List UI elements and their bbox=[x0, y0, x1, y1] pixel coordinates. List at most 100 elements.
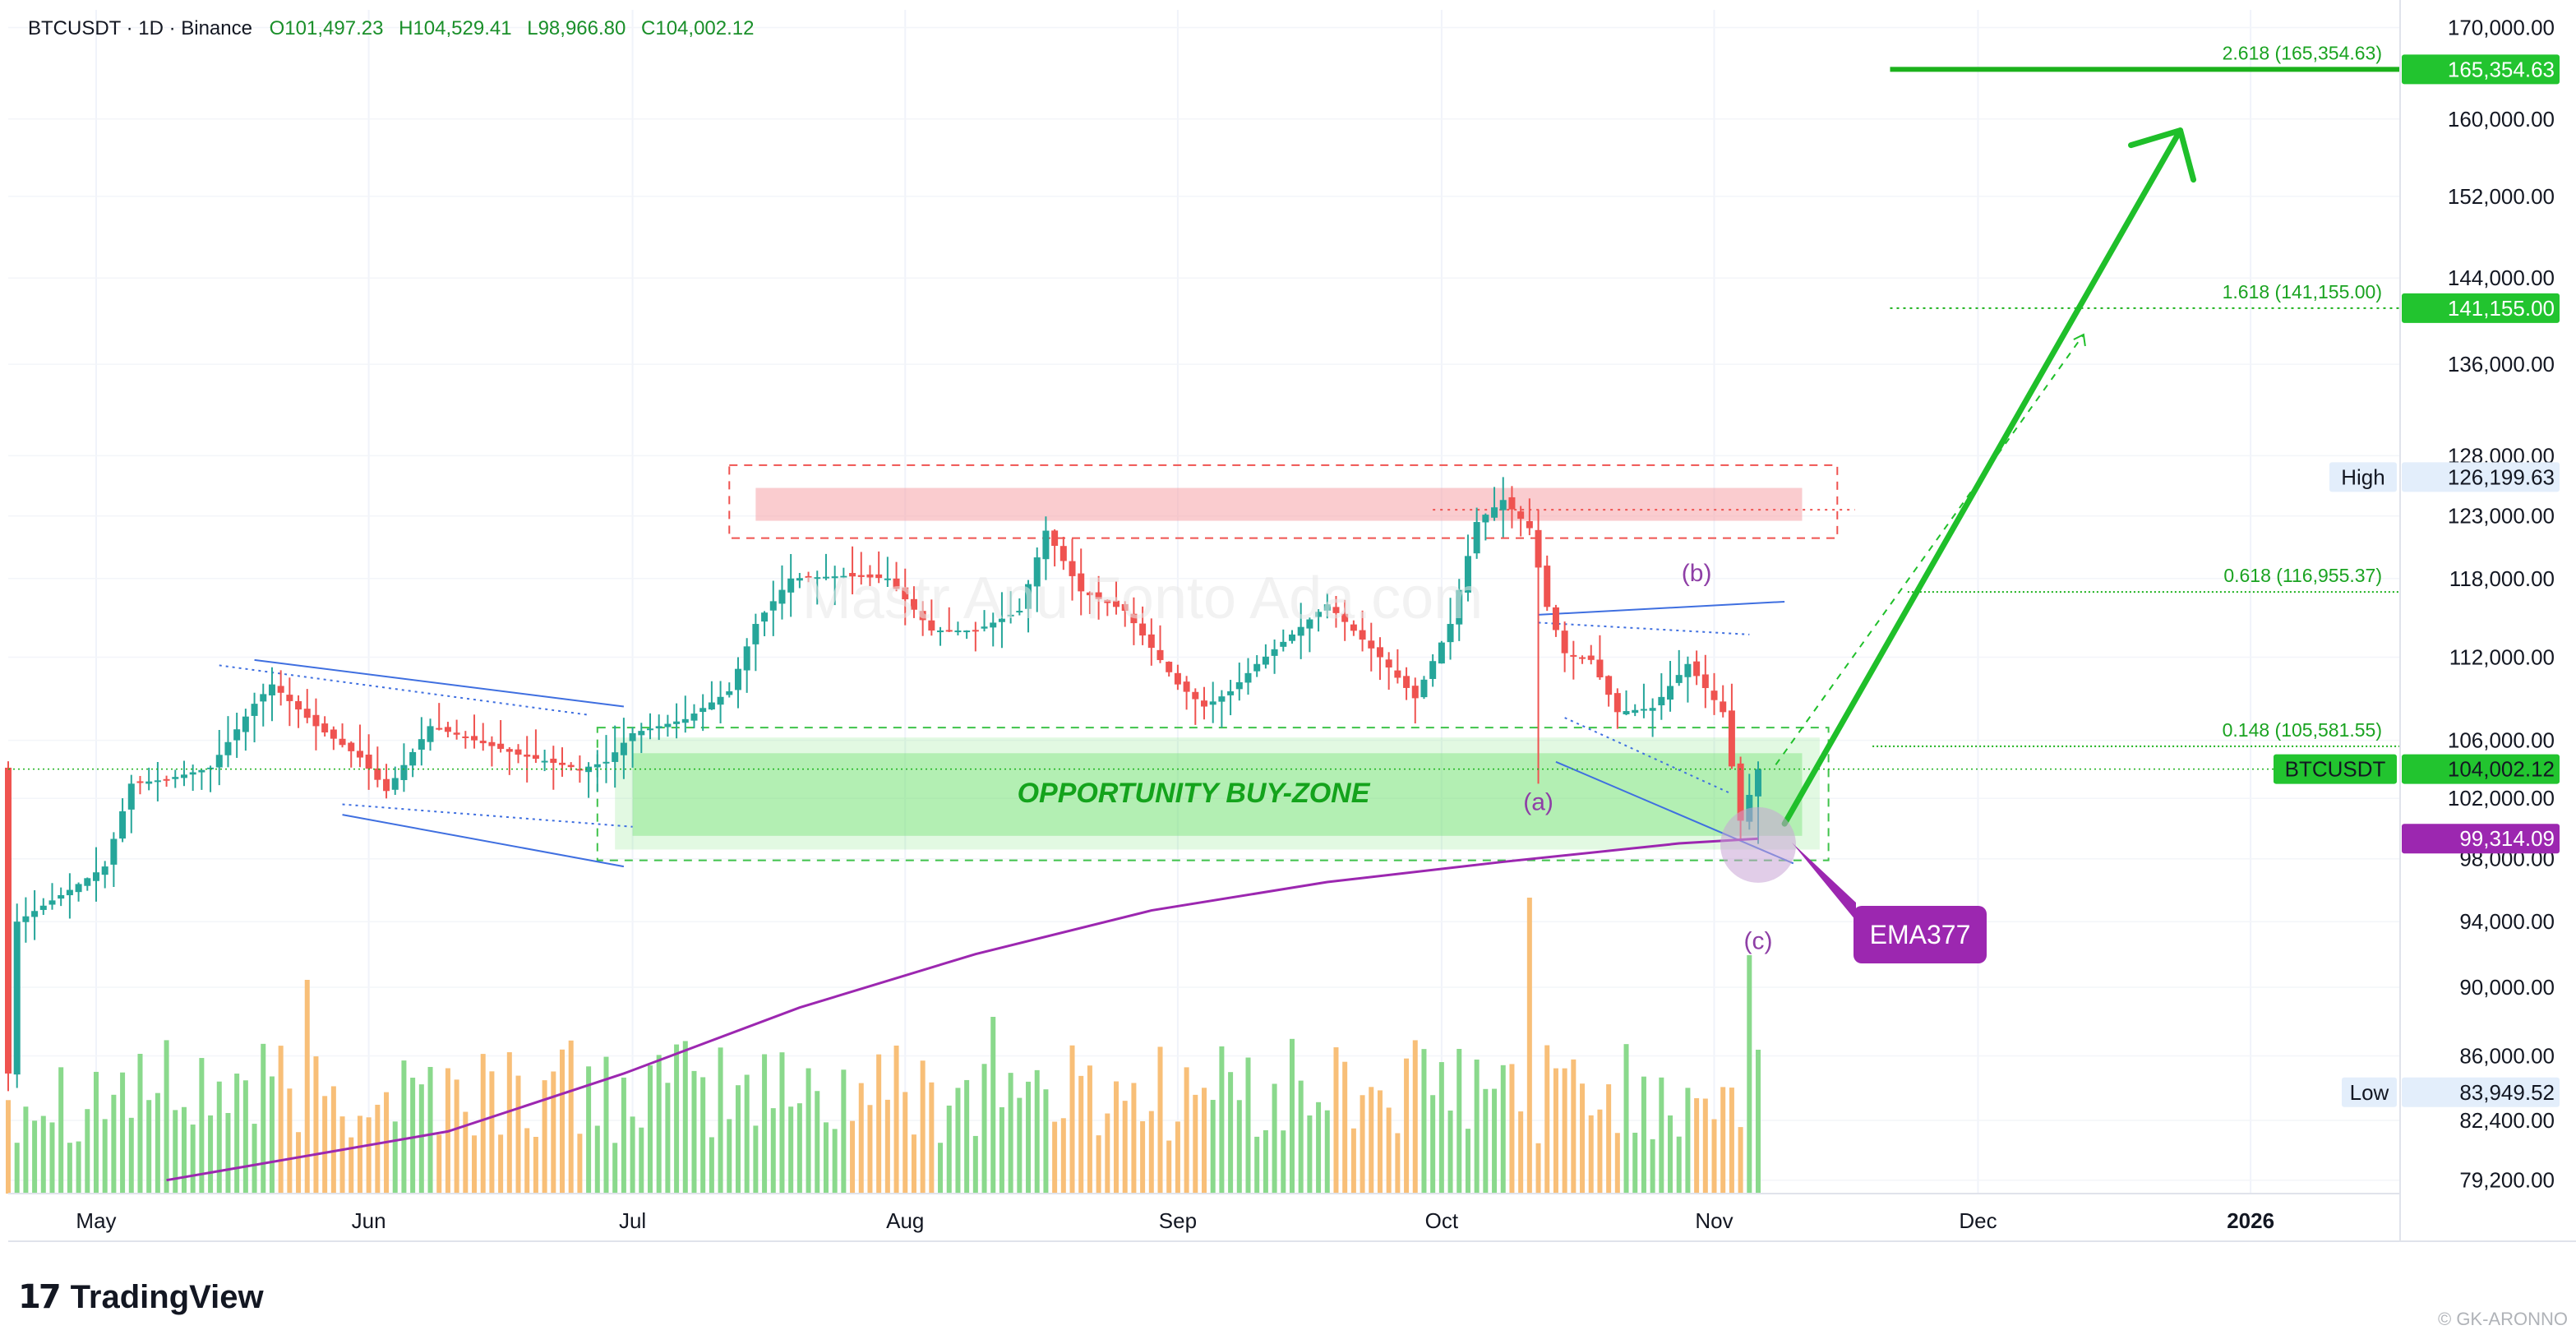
volume-bar bbox=[893, 1045, 899, 1194]
high-badge-label-bg bbox=[2329, 462, 2397, 492]
volume-bar bbox=[1483, 1088, 1489, 1194]
price-tick-label: 170,000.00 bbox=[2448, 15, 2555, 39]
volume-bar bbox=[120, 1072, 126, 1194]
volume-bar bbox=[1623, 1044, 1629, 1194]
chart-pane[interactable] bbox=[8, 10, 2400, 1194]
candle-body bbox=[593, 764, 601, 768]
price-tick-label: 106,000.00 bbox=[2448, 728, 2555, 753]
candle-body bbox=[1526, 520, 1533, 529]
volume-bar bbox=[1114, 1081, 1119, 1194]
volume-bar bbox=[1096, 1135, 1101, 1194]
candle-body bbox=[242, 716, 249, 732]
candle-body bbox=[1139, 623, 1147, 636]
volume-bar bbox=[630, 1116, 635, 1194]
volume-bar bbox=[603, 1056, 609, 1194]
high-badge-text: 126,199.63 bbox=[2448, 464, 2555, 489]
volume-bar bbox=[322, 1096, 328, 1194]
fib-label: 2.618 (165,354.63) bbox=[2223, 42, 2382, 63]
tradingview-logo[interactable]: 17 TradingView bbox=[18, 1272, 264, 1322]
volume-bar bbox=[946, 1105, 952, 1194]
volume-bar bbox=[349, 1137, 354, 1194]
volume-bar bbox=[823, 1122, 829, 1194]
candle-body bbox=[1623, 711, 1630, 714]
volume-bar bbox=[1562, 1068, 1567, 1194]
candle-body bbox=[39, 905, 47, 910]
candle-body bbox=[708, 702, 715, 710]
candle-body bbox=[849, 573, 856, 577]
volume-bar bbox=[515, 1075, 521, 1194]
candle-body bbox=[902, 587, 909, 600]
candle-body bbox=[436, 727, 443, 730]
candlesticks bbox=[5, 477, 1762, 1092]
volume-bar bbox=[1307, 1115, 1313, 1194]
buy-zone-outer-fill bbox=[615, 737, 1820, 850]
volume-bar bbox=[58, 1067, 64, 1194]
candle-body bbox=[251, 704, 258, 716]
price-tick-label: 144,000.00 bbox=[2448, 266, 2555, 290]
candle-body bbox=[312, 714, 320, 727]
volume-bar bbox=[841, 1069, 847, 1194]
volume-bar bbox=[1404, 1058, 1410, 1194]
price-tick-label: 152,000.00 bbox=[2448, 184, 2555, 209]
candle-body bbox=[215, 755, 223, 768]
candle-body bbox=[1209, 701, 1216, 705]
candle-body bbox=[1438, 642, 1445, 664]
candle-body bbox=[1570, 654, 1577, 657]
candle-body bbox=[1429, 661, 1437, 679]
time-axis[interactable]: May Jun Jul Aug Sep Oct Nov Dec 2026 bbox=[76, 1208, 2274, 1233]
volume-bar bbox=[1597, 1109, 1603, 1194]
volume-bar bbox=[32, 1120, 38, 1194]
volume-bar bbox=[744, 1074, 750, 1194]
candle-body bbox=[1016, 611, 1023, 613]
volume-bar bbox=[1069, 1045, 1075, 1194]
candle-body bbox=[1297, 626, 1304, 636]
symbol-label[interactable]: BTCUSDT · 1D · Binance bbox=[28, 17, 252, 39]
volume-bar bbox=[1447, 1111, 1453, 1194]
candle-body bbox=[479, 741, 487, 744]
candle-body bbox=[444, 727, 451, 732]
volume-bar bbox=[524, 1128, 530, 1194]
volume-bar bbox=[1588, 1115, 1594, 1194]
volume-bar bbox=[296, 1132, 302, 1194]
volume-bar bbox=[506, 1052, 512, 1194]
volume-bar bbox=[1193, 1094, 1198, 1194]
candle-body bbox=[602, 761, 610, 764]
volume-bar bbox=[427, 1066, 433, 1194]
candle-body bbox=[198, 769, 205, 773]
candle-body bbox=[1535, 529, 1542, 568]
candle-body bbox=[972, 630, 979, 632]
volume-bar bbox=[903, 1092, 908, 1194]
volume-bar bbox=[1105, 1113, 1110, 1194]
candle-body bbox=[427, 726, 434, 742]
volume-bar bbox=[691, 1070, 697, 1194]
price-axis[interactable]: 170,000.00 160,000.00 152,000.00 144,000.00… bbox=[2448, 15, 2555, 1192]
candle-body bbox=[224, 741, 232, 755]
volume-bar bbox=[1544, 1045, 1550, 1194]
candle-body bbox=[1632, 709, 1639, 714]
time-tick-label: Aug bbox=[886, 1208, 924, 1233]
volume-bar bbox=[1492, 1088, 1498, 1194]
volume-bar bbox=[929, 1082, 935, 1194]
price-tick-label: 90,000.00 bbox=[2459, 975, 2555, 1000]
volume-bar bbox=[533, 1136, 538, 1194]
svg-text:BTCUSDT · 1D · Binance O: BTCUSDT · 1D · Binance O101,497.23 H104,… bbox=[28, 17, 754, 39]
candle-body bbox=[400, 764, 408, 780]
candle-body bbox=[875, 574, 883, 579]
volume-bar bbox=[858, 1083, 864, 1194]
candle-body bbox=[1201, 700, 1207, 707]
candle-body bbox=[1244, 672, 1252, 683]
candle-body bbox=[110, 838, 118, 865]
volume-bar bbox=[1008, 1073, 1013, 1194]
volume-bar bbox=[1236, 1100, 1242, 1194]
wave-c-dotted-line bbox=[1564, 717, 1733, 795]
candle-body bbox=[66, 889, 73, 896]
candle-body bbox=[1411, 686, 1419, 699]
buy-zone-label: OPPORTUNITY BUY-ZONE bbox=[1018, 778, 1371, 809]
price-tick-label: 86,000.00 bbox=[2459, 1043, 2555, 1068]
volume-bar bbox=[146, 1100, 152, 1194]
volume-bar bbox=[1650, 1138, 1655, 1194]
volume-bar bbox=[1060, 1118, 1066, 1194]
volume-bar bbox=[1659, 1077, 1664, 1194]
candle-body bbox=[778, 589, 786, 604]
